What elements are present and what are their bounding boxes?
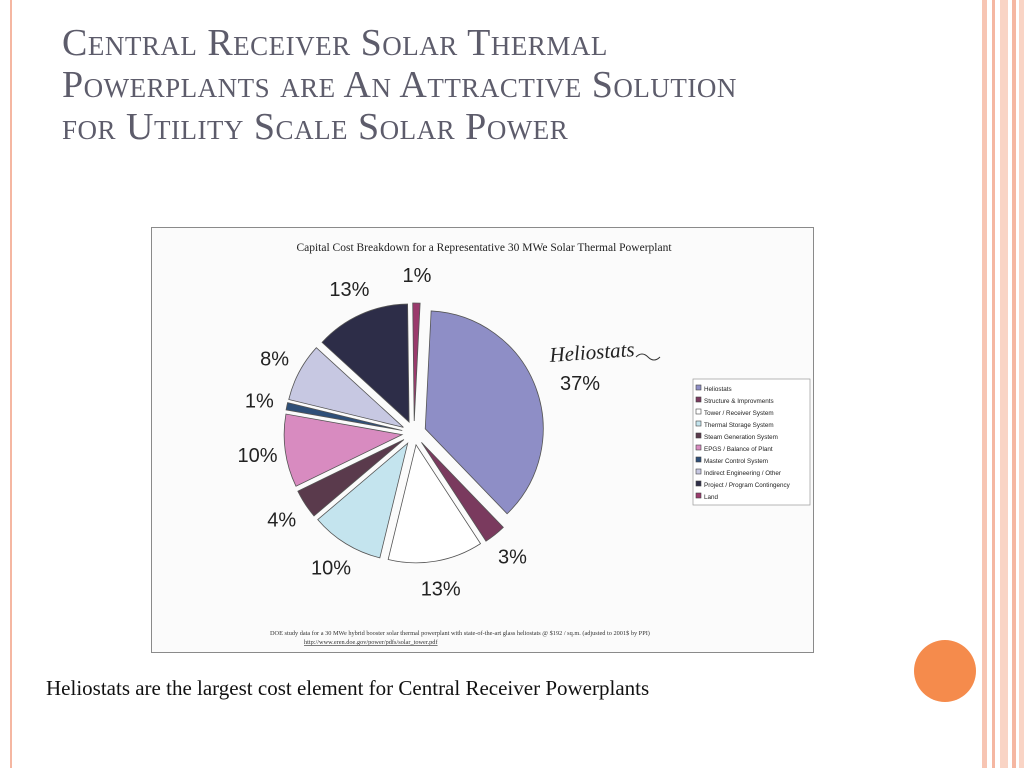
- pie-slice-master-control-system: [285, 402, 403, 431]
- slide-title: Central Receiver Solar Thermal Powerplan…: [62, 22, 922, 148]
- slice-label-land: 1%: [402, 265, 431, 287]
- legend-label-tower-receiver-system: Tower / Receiver System: [704, 410, 774, 417]
- slice-label-tower-receiver-system: 13%: [421, 579, 461, 601]
- pie-chart-figure: Capital Cost Breakdown for a Representat…: [151, 227, 814, 653]
- legend-label-master-control-system: Master Control System: [704, 458, 768, 465]
- legend-swatch-land: [695, 492, 702, 499]
- slice-label-steam-generation-system: 4%: [267, 509, 296, 531]
- legend-swatch-indirect-engineering-other: [695, 468, 702, 475]
- legend-swatch-master-control-system: [695, 456, 702, 463]
- legend-label-thermal-storage-system: Thermal Storage System: [704, 422, 774, 429]
- pie-slice-thermal-storage-system: [317, 442, 409, 559]
- pie-slice-structure-improvments: [421, 442, 504, 542]
- pie-slice-tower-receiver-system: [387, 443, 482, 564]
- title-line-1: Central Receiver Solar Thermal: [62, 22, 608, 64]
- legend-swatch-tower-receiver-system: [695, 408, 702, 415]
- pie-chart: Capital Cost Breakdown for a Representat…: [237, 242, 811, 646]
- slice-label-epgs-balance-of-plant: 10%: [237, 445, 277, 467]
- legend-box: [692, 378, 811, 506]
- legend-label-indirect-engineering-other: Indirect Engineering / Other: [704, 470, 781, 477]
- slice-label-thermal-storage-system: 10%: [311, 557, 351, 579]
- legend-label-structure-improvments: Structure & Improvments: [704, 398, 774, 405]
- pie-slice-epgs-balance-of-plant: [283, 413, 404, 487]
- pie-slice-indirect-engineering-other: [288, 347, 404, 428]
- legend-swatch-project-program-contingency: [695, 480, 702, 487]
- right-decorative-stripes: [978, 0, 1024, 768]
- decorative-orange-circle: [914, 640, 976, 702]
- legend-label-epgs-balance-of-plant: EPGS / Balance of Plant: [704, 446, 773, 453]
- chart-legend: Heliostats Structure & Improvments Tower /…: [692, 378, 811, 506]
- title-line-3: for Utility Scale Solar Power: [62, 106, 569, 148]
- legend-label-project-program-contingency: Project / Program Contingency: [704, 482, 791, 489]
- slice-label-indirect-engineering-other: 8%: [260, 349, 289, 371]
- footnote-line-2: http://www.eren.doe.gov/power/pdfs/solar…: [304, 639, 438, 646]
- slice-label-structure-improvments: 3%: [498, 547, 527, 569]
- footnote-line-1: DOE study data for a 30 MWe hybrid boost…: [270, 630, 650, 637]
- chart-title: Capital Cost Breakdown for a Representat…: [296, 242, 672, 254]
- slice-label-heliostats: 37%: [560, 373, 600, 395]
- slice-label-master-control-system: 1%: [245, 391, 274, 413]
- slide-caption: Heliostats are the largest cost element …: [46, 676, 650, 700]
- legend-label-heliostats: Heliostats: [704, 386, 732, 393]
- legend-label-land: Land: [704, 494, 719, 501]
- legend-label-steam-generation-system: Steam Generation System: [704, 434, 778, 441]
- pie-slice-steam-generation-system: [297, 439, 405, 517]
- legend-swatch-steam-generation-system: [695, 432, 702, 439]
- legend-swatch-heliostats: [695, 384, 702, 391]
- slice-label-project-program-contingency: 13%: [329, 279, 369, 301]
- pie-slice-heliostats: [424, 310, 544, 515]
- callout-squiggle: [635, 353, 661, 361]
- left-accent-line: [10, 0, 12, 768]
- title-line-2: Powerplants are An Attractive Solution: [62, 64, 737, 106]
- heliostats-callout: Heliostats: [548, 337, 636, 367]
- pie-slice-project-program-contingency: [321, 303, 410, 423]
- pie-slice-land: [412, 302, 421, 422]
- legend-swatch-structure-improvments: [695, 396, 702, 403]
- legend-swatch-epgs-balance-of-plant: [695, 444, 702, 451]
- legend-swatch-thermal-storage-system: [695, 420, 702, 427]
